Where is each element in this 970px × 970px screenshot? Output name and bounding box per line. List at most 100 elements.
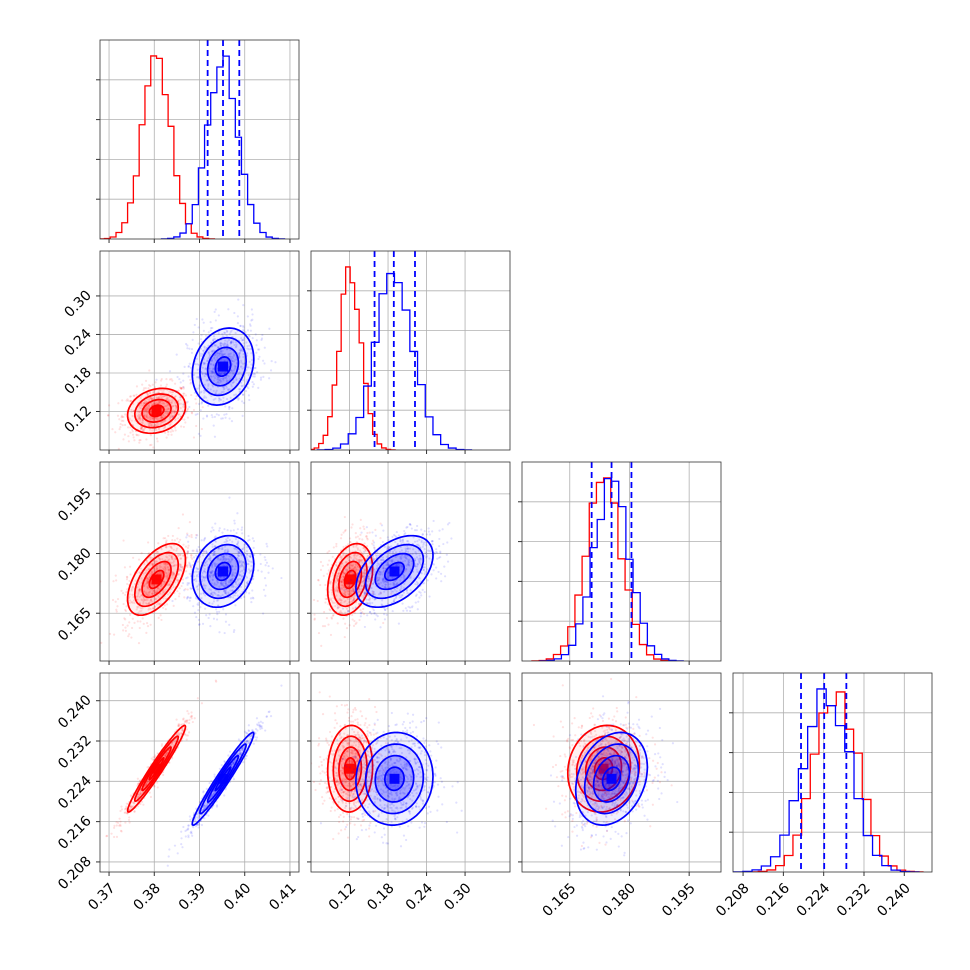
scatter-point <box>239 365 242 368</box>
scatter-point <box>195 533 198 537</box>
scatter-point <box>205 379 208 382</box>
scatter-point <box>246 539 250 542</box>
scatter-point <box>360 551 363 555</box>
scatter-point <box>163 419 167 422</box>
scatter-point <box>229 352 233 355</box>
scatter-point <box>133 601 136 605</box>
scatter-point <box>146 593 149 597</box>
scatter-point <box>242 355 245 359</box>
scatter-point <box>130 805 133 808</box>
scatter-point <box>372 558 375 562</box>
scatter-point <box>437 556 441 559</box>
scatter-point <box>145 631 148 634</box>
scatter-point <box>385 555 388 558</box>
scatter-point <box>253 553 256 557</box>
scatter-point <box>171 571 175 574</box>
scatter-point <box>226 329 229 332</box>
scatter-point <box>204 561 207 564</box>
scatter-point <box>131 586 134 589</box>
scatter-point <box>215 618 219 621</box>
scatter-point <box>197 342 200 345</box>
scatter-point <box>380 604 384 607</box>
scatter-point <box>153 785 156 788</box>
scatter-point <box>222 379 225 382</box>
scatter-point <box>200 401 204 404</box>
scatter-point <box>372 591 375 594</box>
scatter-point <box>119 426 122 429</box>
scatter-point <box>366 584 369 587</box>
scatter-point <box>165 383 168 386</box>
scatter-point <box>156 752 159 755</box>
scatter-point <box>344 592 347 595</box>
scatter-point <box>161 416 164 419</box>
scatter-point <box>228 407 231 411</box>
scatter-point <box>166 566 170 569</box>
scatter-point <box>177 572 180 575</box>
scatter-point <box>121 623 124 627</box>
scatter-point <box>335 588 338 591</box>
scatter-point <box>189 382 192 385</box>
scatter-point <box>142 589 146 593</box>
scatter-point <box>216 580 219 583</box>
scatter-point <box>145 414 148 418</box>
scatter-point <box>141 419 144 422</box>
scatter-point <box>240 359 243 362</box>
scatter-point <box>190 711 193 714</box>
scatter-point <box>177 725 180 728</box>
scatter-point <box>335 542 338 546</box>
scatter-point <box>238 348 241 352</box>
scatter-point <box>167 433 170 436</box>
scatter-point <box>232 596 235 599</box>
scatter-point <box>183 720 186 724</box>
scatter-point <box>171 379 174 382</box>
scatter-point <box>212 600 216 603</box>
scatter-point <box>171 743 174 746</box>
scatter-point <box>119 824 122 828</box>
scatter-point <box>335 575 339 578</box>
scatter-point <box>216 352 219 355</box>
scatter-point <box>336 622 339 625</box>
scatter-point <box>350 600 353 603</box>
scatter-point <box>234 538 238 541</box>
scatter-point <box>212 398 215 401</box>
scatter-point <box>227 388 230 391</box>
scatter-point <box>139 779 142 782</box>
scatter-point <box>428 550 431 553</box>
scatter-point <box>115 824 118 827</box>
scatter-point <box>221 342 224 346</box>
scatter-point <box>324 583 327 587</box>
scatter-point <box>146 781 149 784</box>
scatter-point <box>150 397 153 401</box>
scatter-point <box>151 397 155 400</box>
scatter-point <box>230 572 234 576</box>
scatter-point <box>136 777 139 780</box>
scatter-point <box>175 404 178 407</box>
scatter-point <box>206 359 209 363</box>
scatter-point <box>231 540 234 543</box>
scatter-point <box>195 550 198 553</box>
scatter-point <box>206 379 209 382</box>
scatter-point <box>158 558 162 561</box>
scatter-point <box>115 835 119 838</box>
scatter-point <box>327 603 330 606</box>
scatter-point <box>399 557 402 560</box>
scatter-point <box>149 417 152 420</box>
scatter-point <box>153 589 156 592</box>
scatter-point <box>221 353 224 356</box>
scatter-point <box>226 564 229 567</box>
scatter-point <box>205 551 208 555</box>
scatter-point <box>130 419 133 422</box>
scatter-point <box>407 605 410 608</box>
scatter-point <box>400 542 403 545</box>
scatter-point <box>209 559 212 562</box>
scatter-point <box>118 418 121 421</box>
scatter-point <box>235 543 239 546</box>
scatter-point <box>205 560 209 563</box>
scatter-point <box>155 428 158 432</box>
scatter-point <box>177 554 180 557</box>
scatter-point <box>208 613 211 616</box>
scatter-point <box>211 570 214 573</box>
scatter-point <box>337 574 340 577</box>
scatter-point <box>402 575 406 578</box>
scatter-point <box>410 606 413 609</box>
